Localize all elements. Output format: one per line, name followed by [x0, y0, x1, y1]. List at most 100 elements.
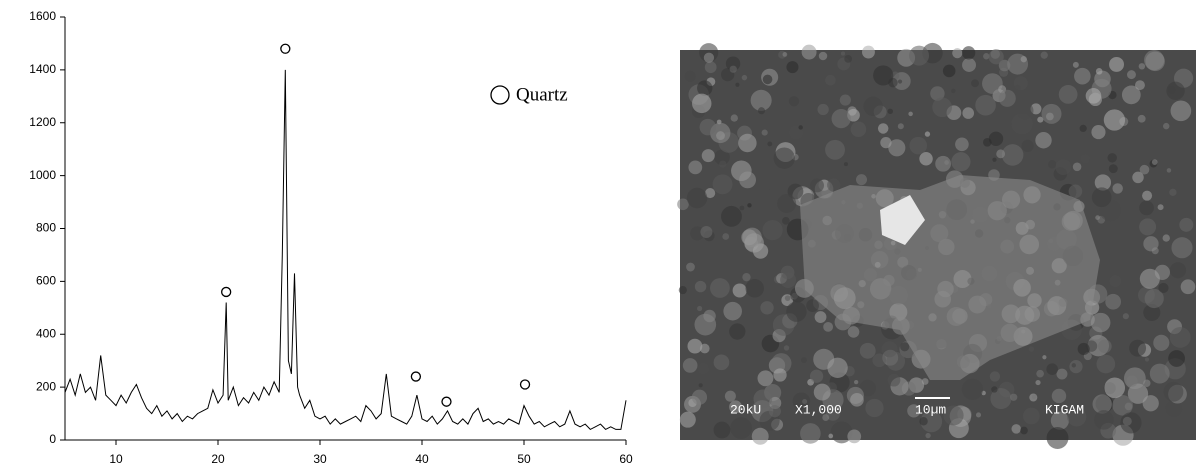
sem-grain [872, 353, 887, 368]
sem-label: X1,000 [795, 402, 842, 417]
sem-grain [810, 178, 824, 193]
sem-grain [822, 414, 830, 421]
sem-grain [713, 421, 731, 439]
sem-grain [729, 400, 743, 414]
sem-grain [998, 59, 1011, 72]
sem-particle [800, 175, 1100, 380]
sem-grain [777, 194, 797, 214]
sem-grain [730, 114, 738, 122]
sem-grain [757, 107, 766, 115]
sem-grain [951, 88, 956, 94]
sem-grain [850, 393, 864, 407]
sem-grain [678, 286, 687, 295]
sem-grain [1112, 395, 1133, 416]
sem-grain [1169, 188, 1177, 196]
sem-grain [686, 187, 708, 209]
sem-grain [762, 74, 773, 85]
sem-grain [723, 301, 742, 321]
x-tick-label: 10 [109, 452, 123, 466]
sem-grain [1035, 380, 1041, 386]
x-tick-label: 60 [619, 452, 633, 466]
sem-grain [975, 94, 996, 116]
sem-grain [1042, 355, 1047, 360]
sem-grain [792, 392, 811, 410]
sem-grain [1139, 268, 1160, 289]
sem-grain [1079, 124, 1087, 133]
sem-grain [1091, 125, 1106, 140]
sem-grain [700, 225, 713, 238]
sem-grain [1095, 215, 1100, 220]
sem-grain [1103, 109, 1126, 131]
sem-grain [1090, 312, 1111, 333]
quartz-marker [221, 286, 232, 298]
sem-grain [1166, 168, 1172, 173]
sem-grain [1162, 234, 1170, 242]
sem-grain [699, 343, 710, 354]
sem-grain [697, 305, 703, 312]
sem-grain [786, 301, 807, 322]
sem-grain [1142, 395, 1159, 412]
sem-grain [1169, 326, 1191, 348]
sem-grain [1180, 279, 1196, 295]
sem-grain [1143, 379, 1151, 387]
sem-grain [798, 319, 817, 338]
sem-grain [831, 108, 851, 129]
sem-grain [1028, 346, 1035, 352]
sem-grain [1050, 411, 1069, 430]
sem-grain [1072, 61, 1079, 68]
sem-grain [773, 368, 787, 382]
sem-grain [1045, 112, 1054, 121]
sem-grain [1092, 394, 1112, 414]
sem-grain [1069, 360, 1083, 374]
sem-grain [1116, 361, 1126, 371]
sem-grain [1163, 381, 1184, 402]
sem-grain [850, 121, 867, 138]
sem-grain [840, 51, 846, 56]
sem-grain [742, 272, 751, 282]
y-tick-label: 1600 [29, 9, 56, 23]
sem-grain [1158, 282, 1169, 294]
sem-grain [1120, 412, 1142, 434]
sem-grain [983, 53, 990, 60]
sem-grain [705, 187, 716, 199]
sem-grain [739, 171, 757, 189]
sem-grain [1157, 204, 1164, 211]
sem-grain [1014, 84, 1021, 91]
sem-grain [1107, 153, 1117, 163]
sem-grain [951, 152, 971, 172]
sem-grain [897, 79, 903, 84]
sem-grain [1011, 424, 1022, 434]
sem-grain [735, 82, 740, 87]
sem-grain [1163, 122, 1170, 130]
sem-grain [1169, 262, 1187, 279]
sem-grain [1029, 393, 1038, 402]
sem-grain [682, 358, 698, 373]
sem-grain [859, 342, 876, 359]
quartz-marker [410, 371, 422, 382]
sem-grain [729, 323, 746, 340]
sem-grain [847, 326, 860, 338]
sem-grain [1098, 339, 1112, 354]
sem-grain [1051, 388, 1067, 404]
sem-grain [935, 155, 951, 172]
sem-grain [990, 388, 1012, 410]
sem-grain [747, 203, 752, 208]
quartz-marker [441, 396, 452, 407]
sem-grain [714, 149, 730, 166]
sem-grain [843, 162, 849, 167]
sem-grain [982, 73, 1003, 94]
sem-grain [828, 433, 834, 439]
sem-grain [1144, 288, 1164, 309]
sem-grain [761, 129, 768, 136]
sem-grain [703, 52, 715, 63]
sem-label: 10µm [915, 402, 946, 417]
sem-grain [989, 371, 1001, 382]
sem-grain [909, 45, 930, 66]
sem-grain [712, 174, 733, 195]
quartz-marker [280, 43, 291, 54]
sem-grain [839, 94, 851, 106]
sem-grain [1037, 116, 1044, 123]
sem-grain [1168, 350, 1185, 367]
sem-grain [943, 405, 964, 426]
